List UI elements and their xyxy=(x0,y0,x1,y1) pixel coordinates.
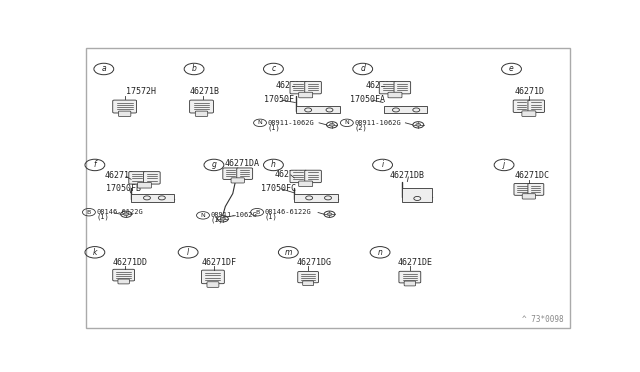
Text: B: B xyxy=(255,210,259,215)
Text: 17572H: 17572H xyxy=(126,87,156,96)
Text: j: j xyxy=(503,160,505,169)
Text: (2): (2) xyxy=(355,125,367,131)
FancyBboxPatch shape xyxy=(303,281,314,286)
Text: 46271B: 46271B xyxy=(189,87,219,96)
Text: N: N xyxy=(344,120,349,125)
FancyBboxPatch shape xyxy=(195,111,208,116)
Text: 08146-6122G: 08146-6122G xyxy=(97,209,143,215)
FancyBboxPatch shape xyxy=(86,48,570,328)
Text: 17050FB: 17050FB xyxy=(106,184,141,193)
Circle shape xyxy=(327,213,332,216)
FancyBboxPatch shape xyxy=(404,281,415,286)
Text: 46271D: 46271D xyxy=(365,81,396,90)
Polygon shape xyxy=(383,106,428,113)
Text: e: e xyxy=(509,64,514,74)
Text: l: l xyxy=(187,248,189,257)
FancyBboxPatch shape xyxy=(528,183,544,195)
Text: i: i xyxy=(381,160,383,169)
Text: 08911-1062G: 08911-1062G xyxy=(211,212,257,218)
Text: 08911-1062G: 08911-1062G xyxy=(268,120,314,126)
FancyBboxPatch shape xyxy=(290,81,307,94)
Text: (1): (1) xyxy=(264,214,277,220)
Text: 46271DA: 46271DA xyxy=(225,159,260,168)
Text: h: h xyxy=(271,160,276,169)
FancyBboxPatch shape xyxy=(513,100,530,112)
Text: k: k xyxy=(93,248,97,257)
FancyBboxPatch shape xyxy=(118,111,131,116)
FancyBboxPatch shape xyxy=(528,100,545,112)
Text: 08146-6122G: 08146-6122G xyxy=(264,209,311,215)
Text: (1): (1) xyxy=(211,217,223,224)
Circle shape xyxy=(330,124,335,126)
Polygon shape xyxy=(294,193,338,202)
FancyBboxPatch shape xyxy=(113,269,134,281)
Text: g: g xyxy=(211,160,216,169)
FancyBboxPatch shape xyxy=(290,170,307,183)
FancyBboxPatch shape xyxy=(298,272,319,283)
Text: 46271DG: 46271DG xyxy=(297,258,332,267)
Text: N: N xyxy=(200,213,205,218)
Text: ^ 73*0098: ^ 73*0098 xyxy=(522,315,564,324)
Text: (1): (1) xyxy=(97,214,109,220)
FancyBboxPatch shape xyxy=(299,181,313,187)
Text: n: n xyxy=(378,248,383,257)
Text: 08911-1062G: 08911-1062G xyxy=(355,120,401,126)
Circle shape xyxy=(220,217,225,220)
Text: 46271DF: 46271DF xyxy=(202,258,237,267)
Polygon shape xyxy=(296,106,340,113)
Text: m: m xyxy=(285,248,292,257)
Text: 46271DD: 46271DD xyxy=(112,258,147,267)
Text: a: a xyxy=(102,64,106,74)
Circle shape xyxy=(416,124,420,126)
Text: 46271DE: 46271DE xyxy=(397,258,433,267)
Text: 17050FA: 17050FA xyxy=(350,96,385,105)
FancyBboxPatch shape xyxy=(305,81,321,94)
FancyBboxPatch shape xyxy=(399,271,420,283)
FancyBboxPatch shape xyxy=(231,178,244,183)
Text: 46271DB: 46271DB xyxy=(390,171,425,180)
FancyBboxPatch shape xyxy=(394,81,411,94)
FancyBboxPatch shape xyxy=(380,81,396,94)
Text: c: c xyxy=(271,64,276,74)
FancyBboxPatch shape xyxy=(202,270,225,284)
Text: 46271D: 46271D xyxy=(276,81,306,90)
Polygon shape xyxy=(403,188,432,202)
Text: 17050F: 17050F xyxy=(264,96,294,105)
FancyBboxPatch shape xyxy=(118,279,129,284)
FancyBboxPatch shape xyxy=(522,111,536,116)
Text: 46271D: 46271D xyxy=(105,171,135,180)
Text: 46271D: 46271D xyxy=(515,87,545,96)
Polygon shape xyxy=(131,193,174,202)
FancyBboxPatch shape xyxy=(522,194,536,199)
FancyBboxPatch shape xyxy=(514,183,530,195)
Text: d: d xyxy=(360,64,365,74)
Text: 46271DC: 46271DC xyxy=(515,171,550,180)
FancyBboxPatch shape xyxy=(129,171,145,184)
Circle shape xyxy=(124,213,129,216)
FancyBboxPatch shape xyxy=(223,168,239,179)
Text: b: b xyxy=(191,64,196,74)
Text: 17050FC: 17050FC xyxy=(261,184,296,193)
FancyBboxPatch shape xyxy=(237,168,253,179)
FancyBboxPatch shape xyxy=(189,100,213,113)
FancyBboxPatch shape xyxy=(305,170,321,183)
FancyBboxPatch shape xyxy=(138,183,152,188)
FancyBboxPatch shape xyxy=(388,92,402,98)
Text: 46271D: 46271D xyxy=(275,170,305,179)
FancyBboxPatch shape xyxy=(143,171,160,184)
Text: f: f xyxy=(93,160,96,169)
FancyBboxPatch shape xyxy=(113,100,136,113)
FancyBboxPatch shape xyxy=(299,92,313,98)
Text: (1): (1) xyxy=(268,125,280,131)
FancyBboxPatch shape xyxy=(207,282,219,287)
Text: N: N xyxy=(258,120,262,125)
Text: B: B xyxy=(87,210,91,215)
